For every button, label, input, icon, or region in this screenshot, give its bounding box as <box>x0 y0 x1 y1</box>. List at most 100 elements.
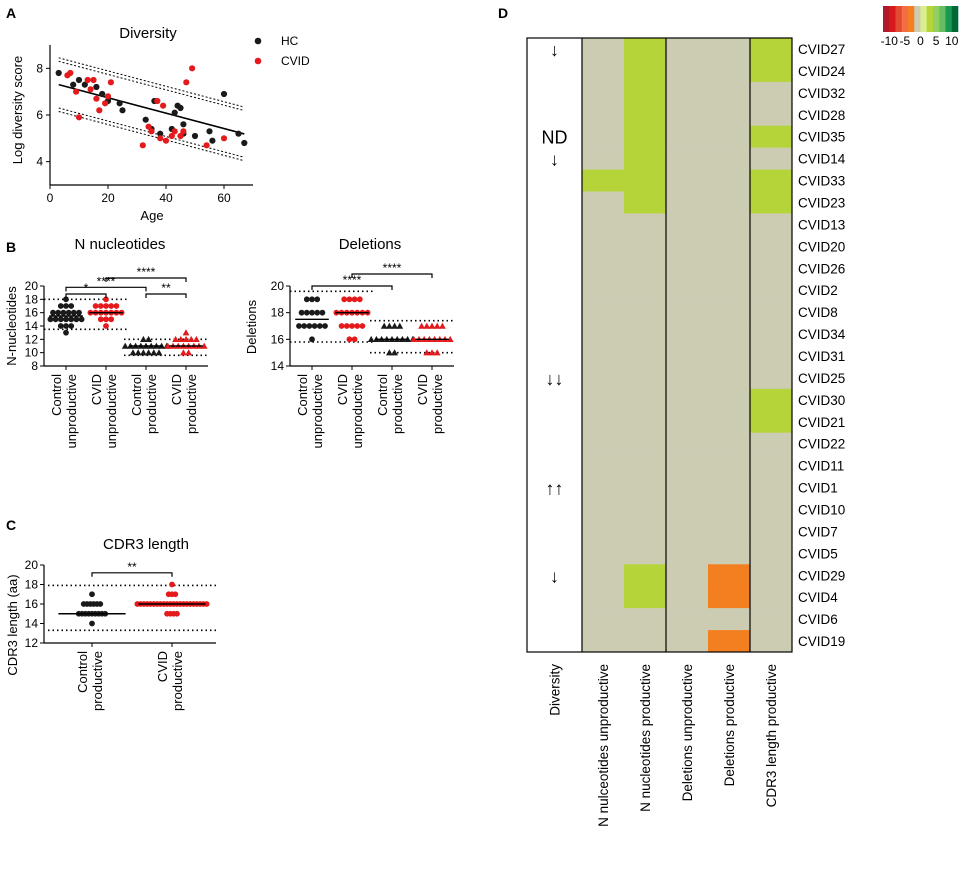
heatmap-cell <box>582 410 624 434</box>
panel-c-ytick-label: 16 <box>25 597 39 611</box>
heatmap-cell <box>666 59 708 83</box>
heatmap-cell <box>750 410 792 434</box>
heatmap-cell <box>708 169 750 192</box>
panel-b1-category-label: productive <box>184 374 199 434</box>
colorbar-tick-label: 0 <box>917 34 924 48</box>
panel-b2-point <box>380 322 388 329</box>
panel-b1-point <box>172 335 179 343</box>
heatmap-cell <box>666 301 708 324</box>
panel-a-point-hc <box>171 109 178 116</box>
panel-b1-point <box>145 349 152 356</box>
panel-a-point-cvid <box>177 132 184 140</box>
heatmap-cell <box>750 586 792 609</box>
heatmap-column-label: Deletions productive <box>722 664 737 786</box>
panel-a-point-cvid <box>93 95 100 102</box>
heatmap-row-label: CVID26 <box>798 261 845 276</box>
heatmap-cell <box>666 388 708 412</box>
panel-a-point-hc <box>75 76 83 84</box>
panel-b2-ytick-label: 20 <box>271 279 285 293</box>
heatmap-cell <box>624 520 666 543</box>
panel-a-point-hc <box>191 132 199 140</box>
heatmap-row-label: CVID24 <box>798 64 846 79</box>
heatmap-cell <box>624 169 666 192</box>
panel-b2-point <box>386 322 393 329</box>
panel-letter-d: D <box>498 5 508 21</box>
panel-b2-point <box>296 323 302 329</box>
heatmap-cell <box>750 476 792 499</box>
panel-a-diversity-scatter: Diversity Log diversity score Age 0 20 40 6… <box>10 25 310 223</box>
panel-b1-point <box>97 303 104 309</box>
panel-b1-ytick-label: 8 <box>31 359 38 373</box>
heatmap-cell <box>708 103 750 127</box>
heatmap-cell <box>582 432 624 455</box>
heatmap-cell <box>708 191 750 214</box>
panel-b1-category-label: unproductive <box>104 374 119 448</box>
panel-a-point-hc <box>235 130 242 137</box>
panel-b1-point <box>140 335 147 343</box>
heatmap-row-label: CVID25 <box>798 371 845 386</box>
heatmap-cell <box>750 279 792 302</box>
panel-b2-point <box>301 323 308 329</box>
heatmap-column-label: Deletions unproductive <box>680 664 695 801</box>
panel-a-prediction-band <box>58 110 245 162</box>
panel-a-point-hc <box>177 104 184 112</box>
panel-b1-point <box>103 323 109 329</box>
panel-b1-significance-label: **** <box>137 265 156 279</box>
heatmap-cell <box>666 630 708 653</box>
panel-b2-significance-label: **** <box>383 261 402 275</box>
panel-a-point-cvid <box>87 86 94 93</box>
diversity-annotation: ↑↑ <box>546 479 564 499</box>
heatmap-cell <box>708 608 750 631</box>
heatmap-cell <box>582 476 624 499</box>
panel-b1-point <box>113 303 120 309</box>
panel-letter-a: A <box>6 5 16 21</box>
panel-b1-point <box>68 323 75 329</box>
heatmap-cell <box>624 454 666 477</box>
panel-b1-point <box>97 316 104 323</box>
panel-a-point-cvid <box>75 114 83 121</box>
heatmap-cell <box>750 169 792 192</box>
panel-b1-point <box>68 316 75 323</box>
heatmap-cell <box>666 125 708 148</box>
heatmap-cell <box>582 38 624 61</box>
panel-letter-c: C <box>6 517 16 533</box>
panel-b1-point <box>63 296 69 303</box>
heatmap-cell <box>624 498 666 521</box>
panel-b1-point <box>70 309 77 316</box>
panel-b1-point <box>68 303 75 309</box>
panel-b1-point <box>182 335 190 343</box>
panel-b2-point <box>423 322 431 329</box>
panel-b1-category-label: Control <box>129 374 144 416</box>
legend-cvid-label: CVID <box>281 54 310 68</box>
panel-a-point-hc <box>206 128 213 135</box>
heatmap-row-label: CVID34 <box>798 327 846 342</box>
heatmap-row-label: CVID11 <box>798 459 844 474</box>
heatmap-cell <box>666 235 708 258</box>
panel-b1-point <box>73 316 80 323</box>
panel-a-point-cvid <box>90 76 97 84</box>
panel-a-point-hc <box>157 130 164 137</box>
heatmap-cell <box>666 257 708 280</box>
heatmap-cell <box>666 169 708 192</box>
panel-b2-point <box>428 322 436 329</box>
heatmap-row-label: CVID8 <box>798 305 838 320</box>
legend-hc-marker <box>254 37 262 45</box>
colorbar-swatch <box>939 6 946 32</box>
heatmap-cell <box>624 257 666 280</box>
panel-b1-point <box>92 303 99 309</box>
panel-c-point <box>169 581 175 588</box>
heatmap-cell <box>624 586 666 609</box>
panel-b2-point <box>446 335 454 343</box>
panel-b2-point <box>418 322 425 329</box>
colorbar-swatch <box>945 6 953 32</box>
panel-b1-point <box>185 349 192 356</box>
panel-a-ytick-label: 6 <box>36 108 43 122</box>
panel-a-xtick-label: 40 <box>159 191 173 205</box>
panel-c-ytick-label: 12 <box>25 636 39 650</box>
diversity-annotation: ND <box>542 128 568 148</box>
colorbar-swatch <box>895 6 903 32</box>
heatmap-cell <box>750 432 792 455</box>
heatmap-cell <box>708 235 750 258</box>
heatmap-cell <box>582 366 624 390</box>
heatmap-cell <box>582 520 624 543</box>
